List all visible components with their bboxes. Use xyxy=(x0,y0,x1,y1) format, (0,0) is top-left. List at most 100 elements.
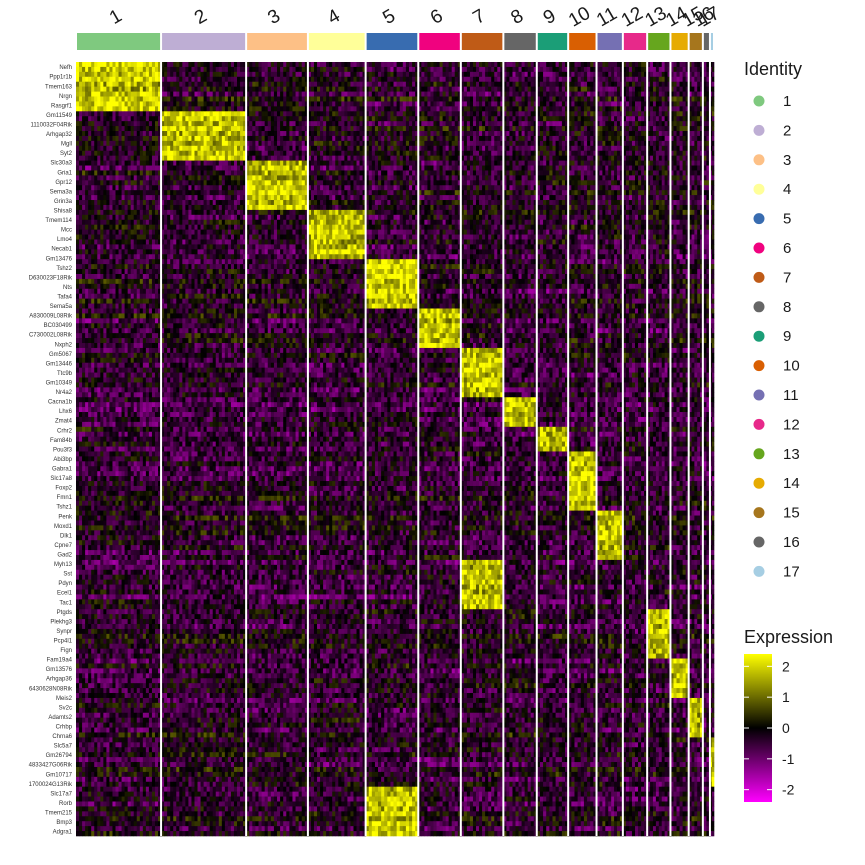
heatmap-cell xyxy=(167,76,171,83)
heatmap-cell xyxy=(524,145,528,152)
heatmap-cell xyxy=(109,96,113,102)
heatmap-cell xyxy=(524,160,528,166)
heatmap-cell xyxy=(469,145,474,152)
heatmap-cell xyxy=(270,86,275,92)
heatmap-cell xyxy=(527,101,531,107)
heatmap-cell xyxy=(338,175,342,181)
heatmap-cell xyxy=(218,165,223,171)
heatmap-cell xyxy=(270,175,275,181)
heatmap-cell xyxy=(638,81,642,87)
heatmap-cell xyxy=(655,101,660,107)
heatmap-cell xyxy=(479,145,483,152)
heatmap-cell xyxy=(580,111,585,117)
heatmap-cell xyxy=(179,91,183,97)
heatmap-cell xyxy=(622,165,627,171)
heatmap-cell xyxy=(224,81,229,87)
heatmap-cell xyxy=(583,150,588,156)
heatmap-cell xyxy=(670,96,674,102)
heatmap-cell xyxy=(524,170,528,176)
heatmap-cell xyxy=(445,96,449,102)
heatmap-cell xyxy=(273,96,278,102)
heatmap-cell xyxy=(85,91,89,97)
heatmap-cell xyxy=(267,145,272,152)
heatmap-cell xyxy=(533,135,538,142)
heatmap-cell xyxy=(88,91,92,97)
heatmap-cell xyxy=(176,116,180,122)
heatmap-cell xyxy=(221,140,226,147)
heatmap-cell xyxy=(608,76,612,83)
heatmap-cell xyxy=(509,111,513,117)
heatmap-cell xyxy=(549,145,553,152)
heatmap-cell xyxy=(133,145,138,152)
heatmap-cell xyxy=(664,126,668,132)
heatmap-cell xyxy=(676,165,680,171)
heatmap-cell xyxy=(332,135,336,142)
heatmap-cell xyxy=(329,175,333,181)
heatmap-cell xyxy=(485,91,489,97)
heatmap-cell xyxy=(179,66,183,73)
heatmap-cell xyxy=(424,155,428,161)
heatmap-cell xyxy=(298,96,303,102)
heatmap-cell xyxy=(655,76,660,83)
heatmap-cell xyxy=(188,116,192,122)
heatmap-cell xyxy=(344,62,348,68)
heatmap-cell xyxy=(549,76,553,83)
heatmap-cell xyxy=(170,135,174,142)
heatmap-cell xyxy=(206,101,210,107)
heatmap-cell xyxy=(622,66,627,73)
heatmap-cell xyxy=(549,71,553,78)
heatmap-cell xyxy=(286,76,290,83)
heatmap-cell xyxy=(536,96,541,102)
heatmap-cell xyxy=(130,91,135,97)
heatmap-cell xyxy=(212,116,217,122)
heatmap-cell xyxy=(652,150,657,156)
heatmap-cell xyxy=(463,170,468,176)
heatmap-cell xyxy=(664,170,668,176)
heatmap-cell xyxy=(568,116,572,122)
heatmap-cell xyxy=(451,135,456,142)
heatmap-cell xyxy=(658,131,663,137)
heatmap-cell xyxy=(415,62,419,68)
heatmap-cell xyxy=(136,175,141,181)
heatmap-cell xyxy=(587,140,591,147)
heatmap-cell xyxy=(644,66,648,73)
heatmap-cell xyxy=(644,165,648,171)
heatmap-cell xyxy=(246,135,250,142)
heatmap-cell xyxy=(252,150,256,156)
heatmap-cell xyxy=(506,76,510,83)
heatmap-cell xyxy=(608,150,612,156)
heatmap-cell xyxy=(574,76,578,83)
heatmap-cell xyxy=(515,86,519,92)
heatmap-cell xyxy=(661,170,665,176)
heatmap-cell xyxy=(454,86,459,92)
heatmap-cell xyxy=(515,145,519,152)
heatmap-cell xyxy=(200,106,204,112)
heatmap-cell xyxy=(617,76,621,83)
heatmap-cell xyxy=(243,71,247,78)
heatmap-cell xyxy=(267,121,272,127)
heatmap-cell xyxy=(617,106,621,112)
heatmap-cell xyxy=(295,121,299,127)
heatmap-cell xyxy=(625,76,630,83)
heatmap-cell xyxy=(622,145,627,152)
heatmap-cell xyxy=(466,66,471,73)
heatmap-cell xyxy=(326,86,330,92)
heatmap-cell xyxy=(393,111,397,117)
heatmap-cell xyxy=(590,165,594,171)
heatmap-cell xyxy=(482,175,486,181)
heatmap-cell xyxy=(121,76,125,83)
heatmap-cell xyxy=(635,111,639,117)
heatmap-cell xyxy=(611,121,615,127)
heatmap-cell xyxy=(255,175,259,181)
heatmap-cell xyxy=(173,145,177,152)
heatmap-cell xyxy=(100,86,104,92)
heatmap-cell xyxy=(608,121,612,127)
heatmap-cell xyxy=(356,135,360,142)
heatmap-cell xyxy=(252,116,256,122)
heatmap-cell xyxy=(100,150,104,156)
heatmap-cell xyxy=(118,160,122,166)
heatmap-cell xyxy=(454,126,459,132)
heatmap-cell xyxy=(338,111,342,117)
heatmap-cell xyxy=(384,140,388,147)
heatmap-cell xyxy=(365,135,370,142)
